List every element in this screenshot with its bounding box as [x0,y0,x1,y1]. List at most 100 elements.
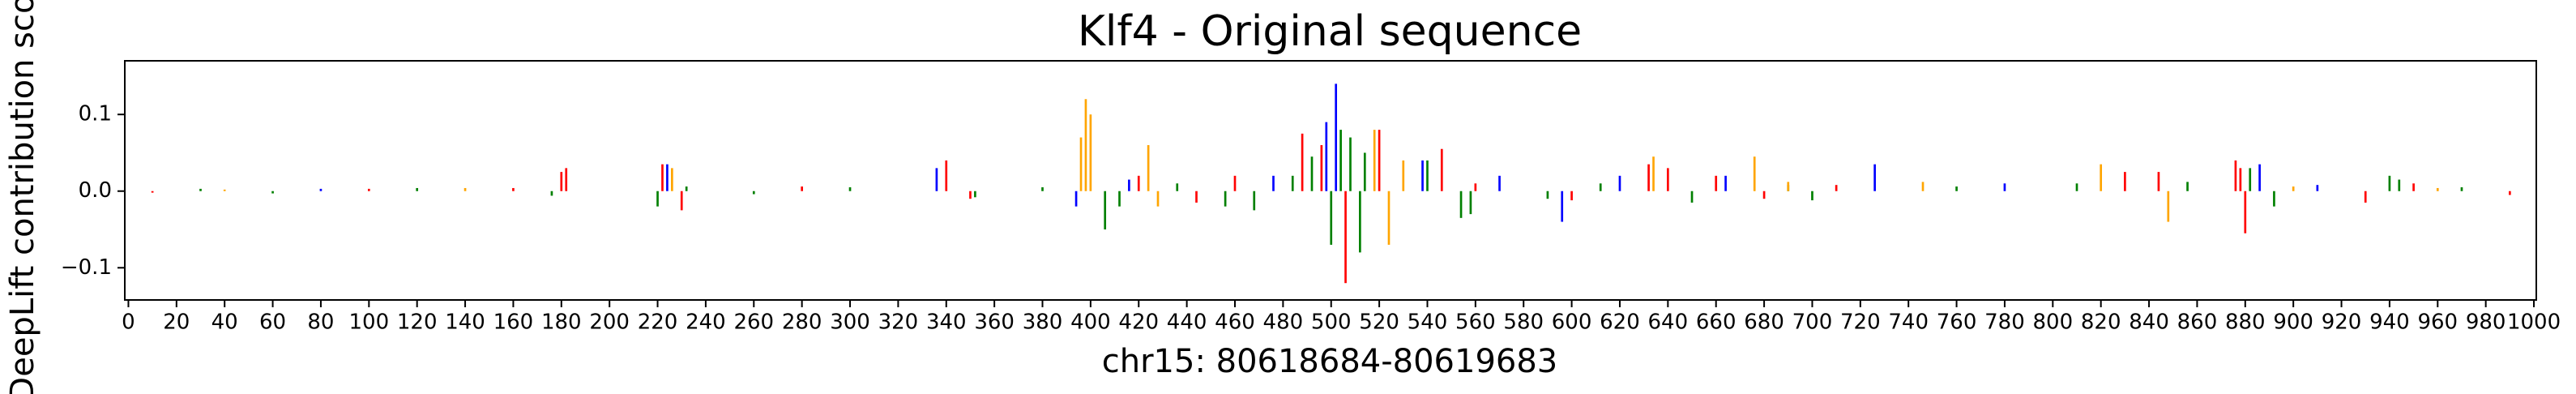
y-tick-label: 0.0 [79,178,112,203]
logo-letter [2239,168,2242,191]
logo-letter [1195,191,1198,203]
x-tick-label: 980 [2466,310,2506,335]
logo-letter [1156,191,1160,207]
logo-letter [1378,130,1381,191]
logo-letter [1787,182,1790,191]
logo-letter [1618,175,1621,191]
x-tick-label: 960 [2417,310,2458,335]
logo-letter [2388,175,2391,191]
logo-letter [1233,175,1237,191]
x-tick-label: 900 [2273,310,2313,335]
logo-letter [1469,191,1472,215]
logo-letter [2398,179,2401,191]
logo-letter [271,191,274,194]
x-tick-label: 320 [878,310,919,335]
x-tick-label: 500 [1311,310,1352,335]
x-axis-label: chr15: 80618684-80619683 [1102,343,1558,380]
logo-letter [1330,191,1333,245]
logo-letter [2273,191,2275,207]
logo-letter [1753,156,1756,191]
logo-letter [1402,160,1405,191]
x-tick-label: 720 [1840,310,1881,335]
logo-letter [1310,156,1314,191]
y-tick-label: 0.1 [79,102,112,126]
logo-letter [1074,191,1078,207]
x-tick-label: 560 [1455,310,1496,335]
logo-letter [2234,160,2237,191]
logo-letter [1128,179,1130,191]
logo-letter [935,168,938,191]
logo-letter [1921,182,1925,191]
logo-letter [666,164,669,191]
x-tick-label: 820 [2081,310,2121,335]
logo-letter [2292,186,2295,191]
logo-letter [1253,191,1256,211]
logo-letter [550,191,553,196]
x-tick-label: 700 [1792,310,1833,335]
logo-letter [661,164,664,191]
x-tick-label: 420 [1118,310,1159,335]
x-tick-label: 0 [122,310,135,335]
logo-letter [969,191,972,199]
x-tick-label: 380 [1023,310,1063,335]
logo-letter [319,188,323,191]
logo-letter [1224,191,1227,207]
logo-letter [1339,130,1342,191]
logo-letter [1762,191,1766,199]
x-tick-label: 240 [686,310,726,335]
plot-frame [124,60,2537,301]
x-tick-label: 680 [1744,310,1784,335]
logo-letter [1426,160,1429,191]
logo-letter [685,186,688,191]
x-tick-label: 920 [2322,310,2362,335]
logo-letter [1118,191,1121,207]
logo-letter [1089,114,1092,191]
y-tick-label: −0.1 [61,255,112,280]
logo-letter [464,187,467,191]
logo-letter [1320,145,1323,191]
x-tick-label: 400 [1070,310,1111,335]
logo-letter [2460,187,2463,191]
logo-letter [1459,191,1463,218]
x-tick-label: 780 [1984,310,2025,335]
logo-letter [2157,172,2160,191]
logo-letter [2316,185,2319,191]
logo-letter [2364,191,2367,203]
x-tick-label: 60 [259,310,286,335]
x-tick-label: 220 [638,310,678,335]
logo-letter [560,172,563,191]
x-tick-label: 460 [1215,310,1255,335]
logo-letter [2003,183,2006,191]
logo-letter [1291,175,1294,191]
x-tick-label: 840 [2129,310,2169,335]
x-tick-label: 340 [926,310,967,335]
logo-letter [2258,164,2261,191]
logo-letter [848,187,852,191]
x-tick-label: 620 [1600,310,1640,335]
logo-letter [1546,191,1549,199]
logo-letter [656,191,659,207]
logo-letter [2412,183,2415,191]
logo-letter [2244,191,2247,233]
x-tick-label: 640 [1648,310,1689,335]
logo-letter [2167,191,2170,222]
x-tick-label: 740 [1888,310,1929,335]
logo-letter [223,189,226,191]
x-tick-label: 20 [163,310,190,335]
logo-letter [945,160,948,191]
x-tick-label: 360 [974,310,1015,335]
logo-letter [752,191,755,195]
logo-letter [416,187,419,191]
logo-letter [1599,183,1602,191]
x-tick-label: 260 [733,310,774,335]
logo-letter [1955,186,1958,191]
x-tick-label: 180 [541,310,582,335]
logo-letter [367,188,370,191]
logo-letter [1104,191,1107,230]
logo-letter [1147,145,1150,191]
logo-letter [1363,152,1366,191]
logo-letter [1647,164,1650,191]
x-tick-label: 80 [307,310,334,335]
logo-letter [1301,133,1304,191]
